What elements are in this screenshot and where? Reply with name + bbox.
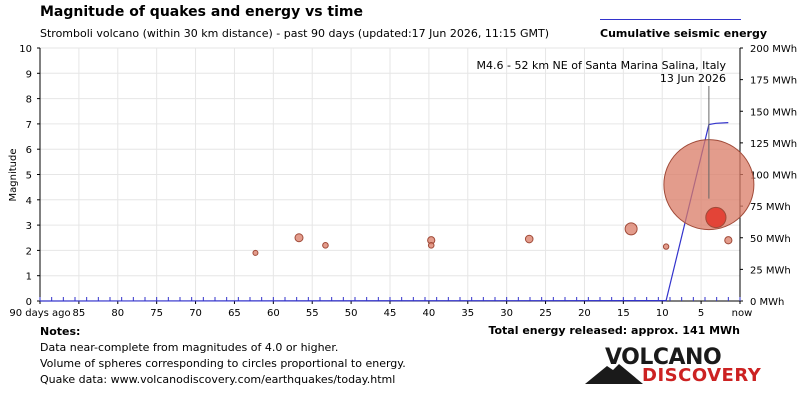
- volcanodiscovery-logo[interactable]: VOLCANO DISCOVERY: [585, 345, 762, 390]
- x-tick-label: 35: [461, 308, 474, 319]
- y-right-tick-label: 75 MWh: [750, 202, 791, 213]
- quake-point: [624, 222, 638, 236]
- x-tick-label: 50: [345, 308, 358, 319]
- x-tick-label: 65: [228, 308, 241, 319]
- x-tick-label: 45: [384, 308, 397, 319]
- y-left-tick-label: 4: [26, 196, 32, 207]
- y-right-tick-label: 125 MWh: [750, 139, 797, 150]
- y-right-tick-label: 25 MWh: [750, 265, 791, 276]
- x-tick-label: 55: [306, 308, 319, 319]
- y-right-tick-label: 50 MWh: [750, 234, 791, 245]
- y-right-tick-label: 175 MWh: [750, 76, 797, 87]
- y-left-tick-label: 3: [26, 221, 32, 232]
- quake-point: [524, 234, 534, 244]
- chart-title: Magnitude of quakes and energy vs time: [40, 4, 363, 20]
- quake-point: [294, 233, 304, 243]
- y-left-tick-label: 1: [26, 272, 32, 283]
- quake-point: [662, 243, 670, 250]
- y-right-tick-label: 100 MWh: [750, 171, 797, 182]
- x-tick-label: 15: [617, 308, 630, 319]
- annotation-line1: M4.6 - 52 km NE of Santa Marina Salina, …: [477, 59, 727, 72]
- legend-label: Cumulative seismic energy: [600, 27, 768, 40]
- x-tick-label: 30: [500, 308, 513, 319]
- y-left-tick-label: 6: [26, 145, 32, 156]
- x-tick-label: 90 days ago: [9, 308, 70, 319]
- y-left-tick-label: 5: [26, 171, 32, 182]
- y-left-tick-label: 0: [26, 297, 32, 308]
- x-tick-label: 80: [111, 308, 124, 319]
- annotation-line2: 13 Jun 2026: [660, 72, 726, 85]
- notes-title: Notes:: [40, 325, 81, 338]
- y-left-tick-label: 8: [26, 95, 32, 106]
- chart-subtitle: Stromboli volcano (within 30 km distance…: [40, 27, 550, 40]
- y-right-tick-label: 150 MWh: [750, 107, 797, 118]
- y-left-tick-label: 9: [26, 69, 32, 80]
- grid-layer: [39, 47, 741, 302]
- x-tick-label: now: [732, 308, 753, 319]
- quake-point: [252, 249, 259, 256]
- y-left-tick-label: 2: [26, 246, 32, 257]
- x-tick-label: 5: [698, 308, 704, 319]
- annotation-layer: M4.6 - 52 km NE of Santa Marina Salina, …: [477, 59, 727, 199]
- quake-highlighted-point: [705, 206, 727, 229]
- x-tick-label: 40: [423, 308, 436, 319]
- x-tick-label: 10: [656, 308, 669, 319]
- note-line: Quake data: www.volcanodiscovery.com/ear…: [40, 373, 396, 386]
- y-axis-title: Magnitude: [8, 149, 19, 202]
- x-tick-label: 70: [189, 308, 202, 319]
- note-line: Data near-complete from magnitudes of 4.…: [40, 341, 339, 354]
- volcano-logo-icon: [585, 364, 643, 384]
- total-energy-label: Total energy released: approx. 141 MWh: [488, 324, 740, 337]
- logo-word-discovery: DISCOVERY: [642, 365, 762, 386]
- x-tick-label: 60: [267, 308, 280, 319]
- y-left-tick-label: 10: [19, 44, 32, 55]
- x-tick-label: 75: [150, 308, 163, 319]
- legend-line-swatch: [600, 19, 741, 20]
- x-tick-label: 20: [578, 308, 591, 319]
- quake-point: [427, 242, 435, 249]
- y-left-tick-label: 7: [26, 120, 32, 131]
- logo-word-volcano: VOLCANO: [605, 345, 722, 370]
- y-right-tick-label: 0 MWh: [750, 297, 784, 308]
- note-line: Volume of spheres corresponding to circl…: [40, 357, 406, 370]
- quake-layer: [252, 139, 755, 256]
- x-tick-label: 25: [539, 308, 552, 319]
- x-tick-label: 85: [73, 308, 86, 319]
- quake-point: [724, 236, 733, 245]
- y-right-tick-label: 200 MWh: [750, 44, 797, 55]
- quake-point: [322, 242, 329, 249]
